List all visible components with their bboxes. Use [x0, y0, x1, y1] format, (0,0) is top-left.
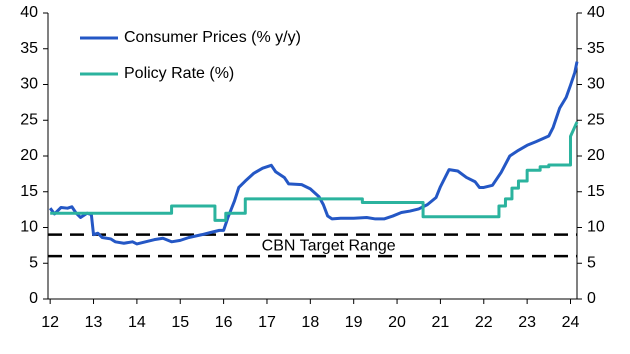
y2-tick-label: 25 — [587, 111, 605, 128]
y2-tick-label: 20 — [587, 147, 605, 164]
y2-tick-label: 35 — [587, 40, 605, 57]
x-tick-label: 14 — [128, 314, 146, 331]
y2-tick-label: 30 — [587, 76, 605, 93]
y-tick-label: 5 — [29, 254, 38, 271]
legend-label: Policy Rate (%) — [124, 65, 234, 82]
series-line — [50, 121, 579, 222]
x-tick-label: 24 — [562, 314, 580, 331]
x-tick-label: 21 — [432, 314, 450, 331]
series-line — [48, 61, 579, 246]
x-tick-label: 19 — [345, 314, 363, 331]
y-tick-label: 30 — [20, 76, 38, 93]
x-tick-label: 23 — [518, 314, 536, 331]
y-tick-label: 10 — [20, 219, 38, 236]
y-tick-label: 25 — [20, 111, 38, 128]
x-tick-label: 12 — [41, 314, 59, 331]
x-tick-label: 16 — [215, 314, 233, 331]
y-tick-label: 0 — [29, 290, 38, 307]
y2-tick-label: 10 — [587, 219, 605, 236]
x-tick-label: 22 — [475, 314, 493, 331]
y-tick-label: 15 — [20, 183, 38, 200]
x-tick-label: 13 — [85, 314, 103, 331]
y2-tick-label: 5 — [587, 254, 596, 271]
y-tick-label: 20 — [20, 147, 38, 164]
x-tick-label: 18 — [301, 314, 319, 331]
annotation: CBN Target Range — [262, 238, 396, 255]
legend-label: Consumer Prices (% y/y) — [124, 29, 301, 46]
y2-tick-label: 0 — [587, 290, 596, 307]
y-tick-label: 40 — [20, 4, 38, 21]
x-tick-label: 15 — [171, 314, 189, 331]
y2-tick-label: 40 — [587, 4, 605, 21]
x-tick-label: 17 — [258, 314, 276, 331]
y2-tick-label: 15 — [587, 183, 605, 200]
y-tick-label: 35 — [20, 40, 38, 57]
x-tick-label: 20 — [388, 314, 406, 331]
